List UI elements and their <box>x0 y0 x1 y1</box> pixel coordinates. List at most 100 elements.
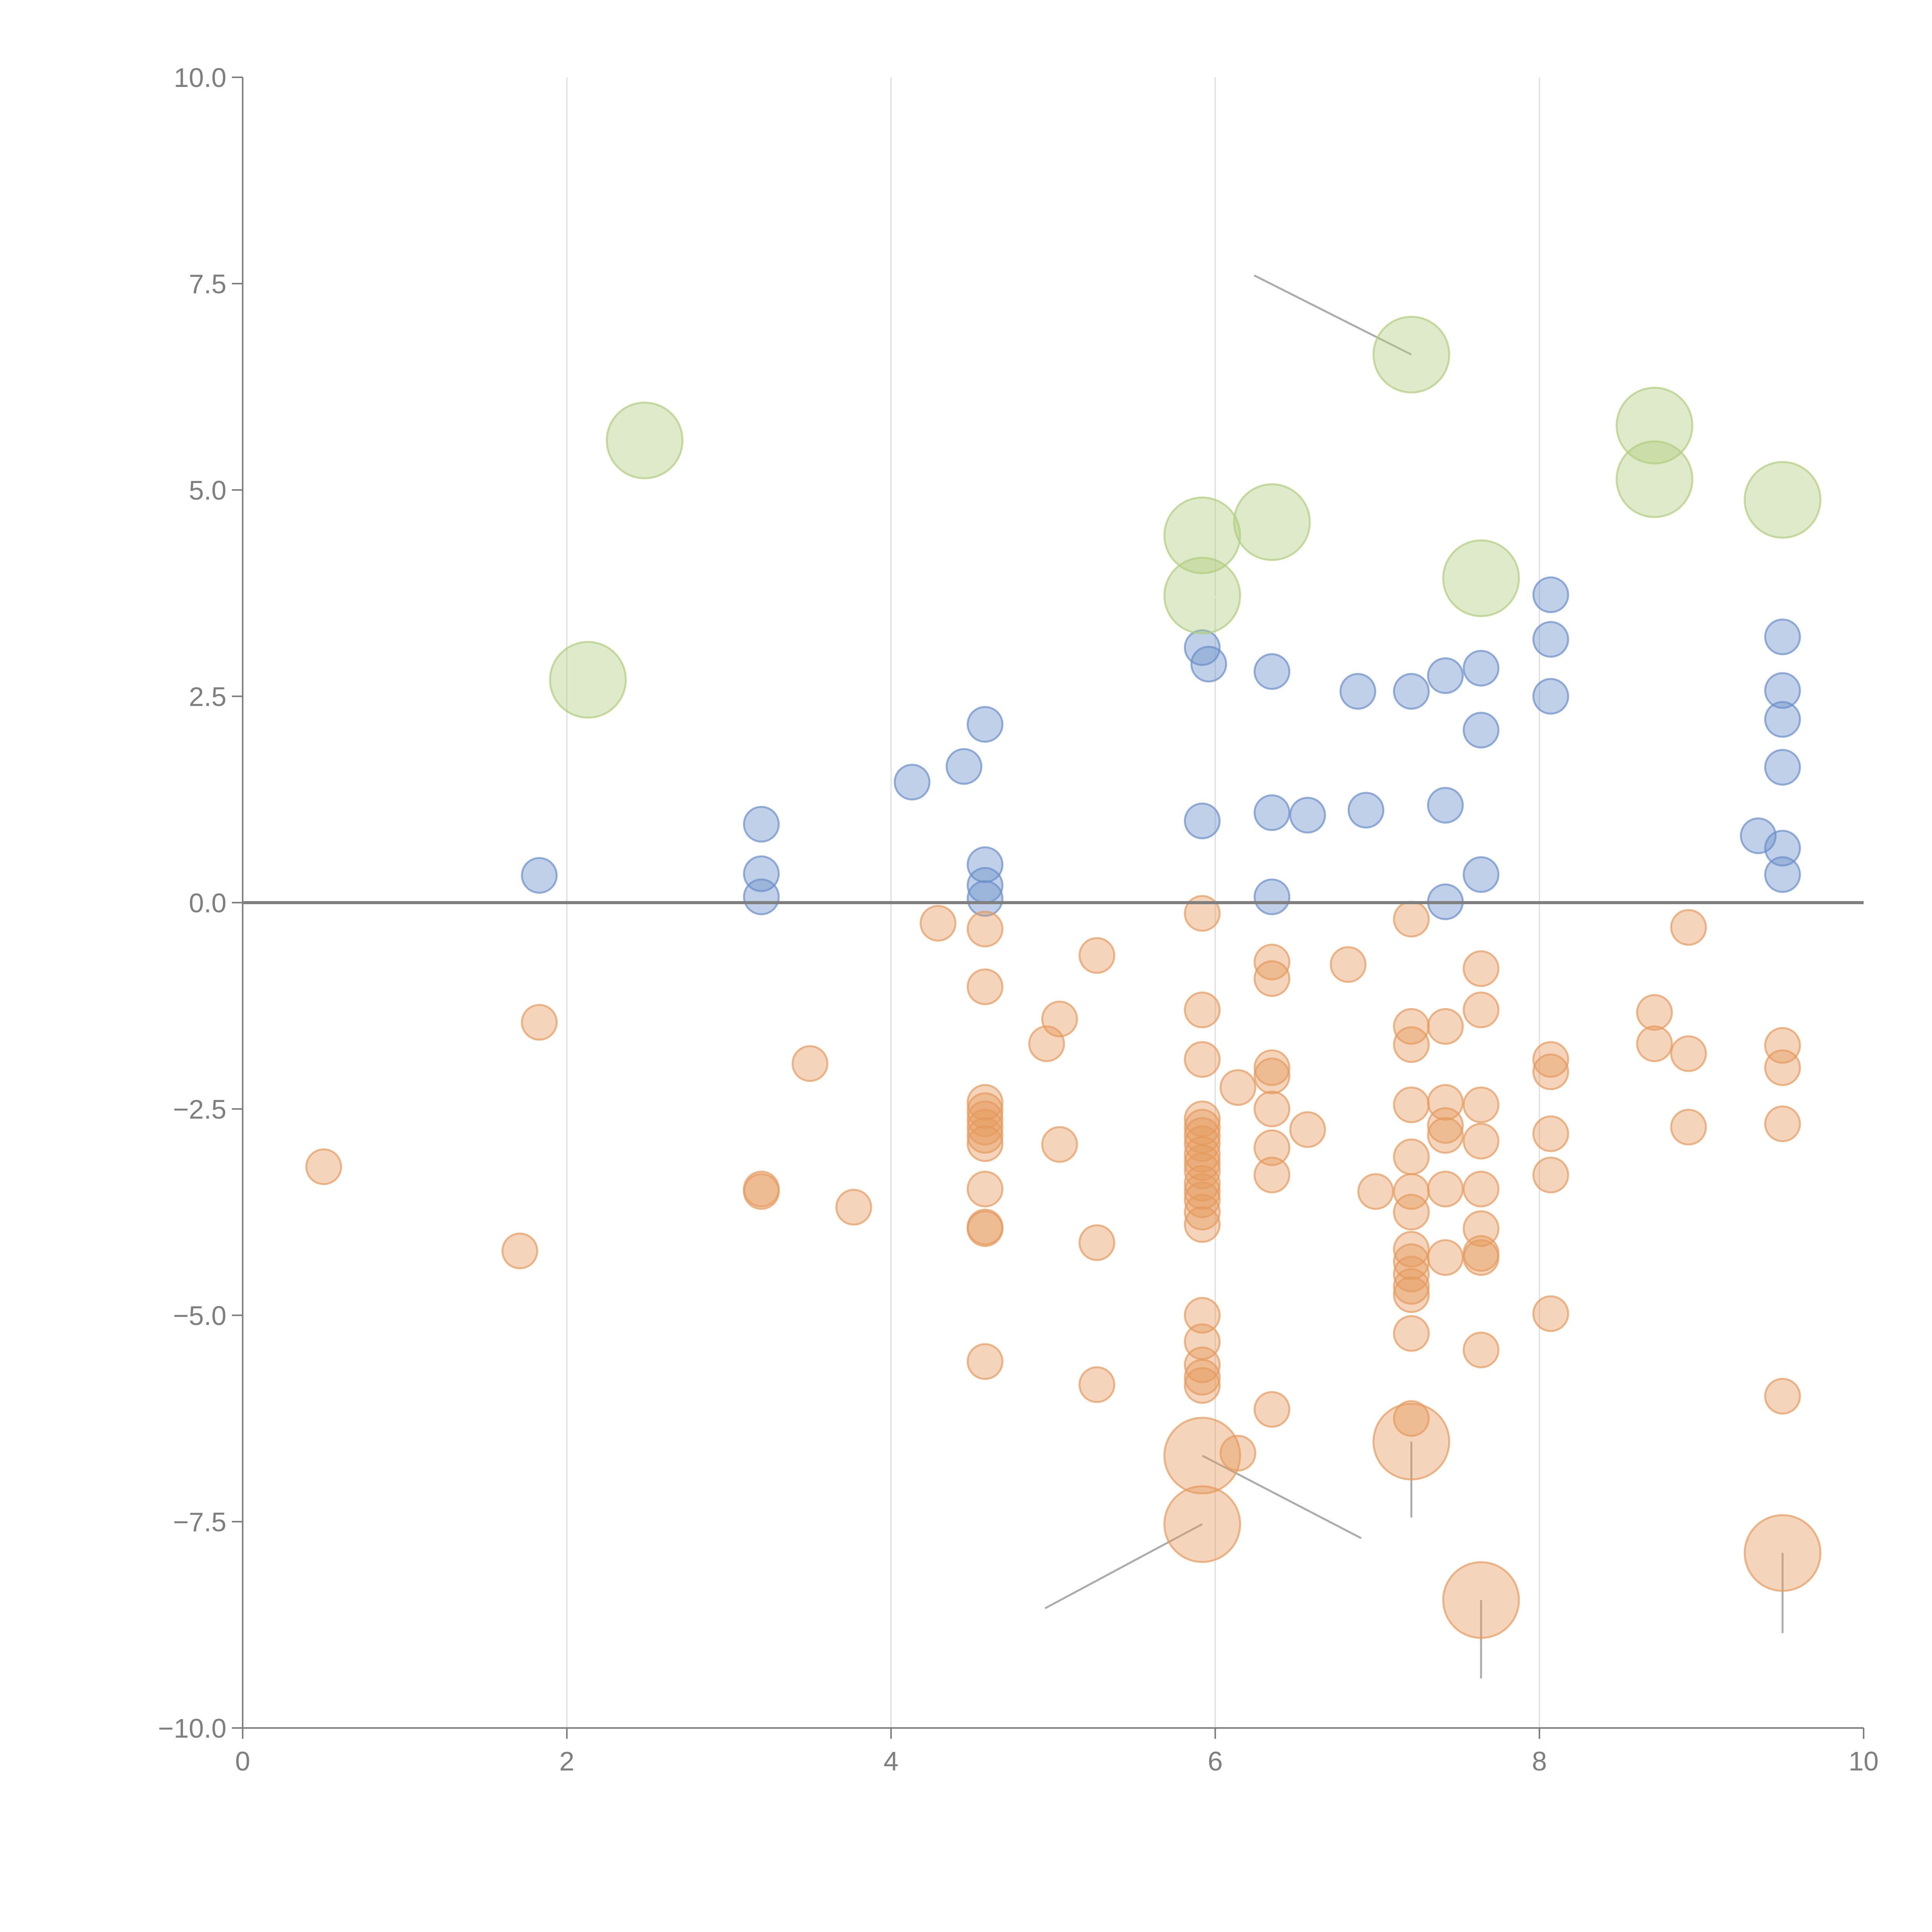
point-negative <box>1427 1170 1464 1208</box>
x-tick-label: 8 <box>1532 1746 1547 1776</box>
point-negative <box>1636 994 1673 1031</box>
point-highlighted-negative <box>1442 1561 1520 1639</box>
tick-labels: −10.0 −7.5 −5.0 −2.5 0.0 2.5 5.0 7.5 10.0 0 2 4 6 8 10 <box>158 63 1879 1776</box>
point-highlighted-positive <box>1616 440 1694 518</box>
point-negative <box>1253 1156 1291 1194</box>
point-negative <box>1330 946 1367 983</box>
point-highlighted-positive <box>1616 386 1694 464</box>
point-positive <box>1427 787 1464 824</box>
point-positive <box>894 764 931 801</box>
annotation-leader-line <box>1628 406 1655 427</box>
point-negative <box>1670 1035 1707 1072</box>
point-positive <box>743 806 780 843</box>
point-negative <box>1253 1391 1291 1428</box>
point-negative <box>1463 1122 1500 1160</box>
point-negative <box>1253 960 1291 997</box>
point-highlighted-positive <box>605 401 684 480</box>
point-negative <box>1393 1255 1430 1293</box>
point-positive <box>1190 646 1227 683</box>
point-negative <box>1764 1049 1801 1086</box>
point-positive <box>1253 878 1291 915</box>
point-negative <box>1393 1138 1430 1175</box>
point-positive <box>1184 803 1221 840</box>
annotation-leader-line <box>1202 1454 1362 1539</box>
point-positive <box>966 880 1003 917</box>
point-negative <box>1463 1239 1500 1276</box>
point-negative <box>1184 895 1221 932</box>
point-negative <box>1184 992 1221 1029</box>
annotation-leader-line <box>1271 493 1305 523</box>
point-negative <box>521 1004 558 1041</box>
y-tick-label: 0.0 <box>189 888 226 918</box>
point-positive <box>1764 830 1801 867</box>
point-negative <box>1532 1041 1569 1078</box>
point-negative <box>1357 1173 1394 1210</box>
point-highlighted-positive <box>1233 483 1311 561</box>
point-negative <box>1427 1239 1464 1276</box>
point-positive <box>1339 673 1376 710</box>
point-positive <box>1764 701 1801 738</box>
point-positive <box>1532 621 1569 658</box>
point-positive <box>1253 794 1291 831</box>
point-negative <box>1184 1173 1221 1210</box>
point-positive <box>521 857 558 894</box>
y-tick-label: 2.5 <box>189 682 226 712</box>
point-positive <box>1740 817 1777 854</box>
point-negative <box>966 1343 1003 1380</box>
point-positive <box>1393 673 1430 710</box>
point-negative <box>501 1232 538 1269</box>
axes <box>232 77 1864 1739</box>
y-tick-label: −10.0 <box>158 1713 226 1743</box>
annotation-leader-line <box>588 670 640 681</box>
point-negative <box>1219 1069 1257 1106</box>
point-negative <box>1253 1058 1291 1095</box>
point-negative <box>920 905 957 942</box>
point-highlighted-positive <box>549 641 627 719</box>
point-positive <box>1463 856 1500 893</box>
point-negative <box>1184 1041 1221 1078</box>
point-negative <box>1532 1295 1569 1332</box>
point-negative <box>966 1210 1003 1247</box>
y-tick-label: −2.5 <box>173 1094 226 1124</box>
point-positive <box>966 706 1003 743</box>
point-negative <box>1078 1366 1116 1403</box>
point-negative <box>1253 1090 1291 1128</box>
point-positive <box>1427 657 1464 694</box>
point-negative <box>1764 1105 1801 1142</box>
point-highlighted-positive <box>1372 316 1451 394</box>
point-negative <box>743 1173 780 1210</box>
point-negative <box>1463 1086 1500 1123</box>
point-negative <box>1532 1053 1569 1090</box>
point-negative <box>1393 901 1430 938</box>
point-negative <box>1184 1125 1221 1162</box>
point-negative <box>966 1117 1003 1154</box>
x-tick-label: 4 <box>884 1746 899 1776</box>
point-highlighted-negative <box>1163 1417 1241 1495</box>
point-positive <box>1532 576 1569 613</box>
point-negative <box>1041 1000 1078 1037</box>
point-negative <box>1289 1111 1326 1148</box>
y-tick-label: 7.5 <box>189 269 226 299</box>
point-negative <box>1670 909 1707 946</box>
point-negative <box>1184 1346 1221 1383</box>
x-tick-label: 10 <box>1849 1746 1879 1776</box>
point-negative <box>1636 1025 1673 1062</box>
point-negative <box>966 1170 1003 1208</box>
data-points <box>305 316 1821 1639</box>
annotation-leader-line <box>1044 1523 1203 1609</box>
point-negative <box>1764 1378 1801 1415</box>
y-tick-label: 5.0 <box>189 475 226 505</box>
point-negative <box>791 1045 828 1082</box>
point-negative <box>1463 1332 1500 1369</box>
point-negative <box>1764 1027 1801 1064</box>
point-highlighted-positive <box>1163 496 1241 574</box>
point-negative <box>1463 1170 1500 1208</box>
point-highlighted-positive <box>1743 461 1821 539</box>
point-positive <box>1289 797 1326 834</box>
point-positive <box>946 748 983 785</box>
point-negative <box>1532 1156 1569 1194</box>
x-tick-label: 2 <box>560 1746 575 1776</box>
point-negative <box>1078 937 1116 974</box>
